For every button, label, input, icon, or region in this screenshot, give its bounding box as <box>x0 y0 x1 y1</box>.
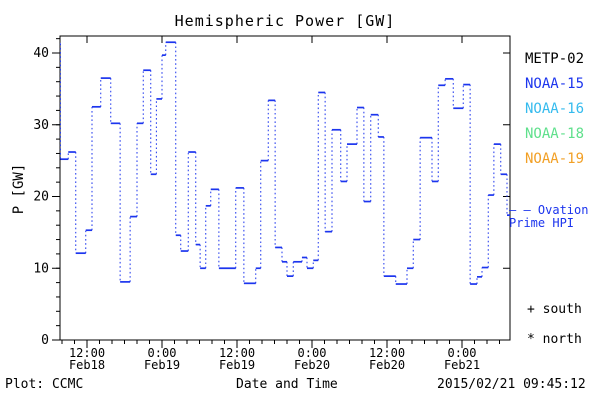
plot-source-label: Plot: CCMC <box>5 377 84 392</box>
tick-labels: 12:00Feb180:00Feb1912:00Feb190:00Feb2012… <box>33 46 480 372</box>
svg-text:Feb18: Feb18 <box>69 358 105 372</box>
svg-text:Feb19: Feb19 <box>219 358 255 372</box>
svg-text:12:00: 12:00 <box>369 346 405 360</box>
legend-item-noaa16: NOAA-16 <box>525 101 585 117</box>
svg-text:20: 20 <box>33 190 49 205</box>
satellite-legend: METP-02 NOAA-15 NOAA-16 NOAA-18 NOAA-19 <box>525 47 584 172</box>
ovation-line2: Prime HPI <box>509 216 575 230</box>
legend-item-noaa19: NOAA-19 <box>525 151 585 167</box>
svg-text:0: 0 <box>41 333 49 348</box>
ovation-line1: — — Ovation <box>509 203 589 217</box>
plot-timestamp: 2015/02/21 09:45:12 <box>437 377 586 392</box>
svg-text:Feb19: Feb19 <box>144 358 180 372</box>
svg-text:12:00: 12:00 <box>219 346 255 360</box>
svg-text:Feb21: Feb21 <box>444 358 480 372</box>
svg-text:10: 10 <box>33 261 49 276</box>
x-axis-label: Date and Time <box>236 377 338 392</box>
y-axis-label: P [GW] <box>11 163 27 215</box>
svg-text:Feb20: Feb20 <box>369 358 405 372</box>
legend-item-noaa18: NOAA-18 <box>525 126 585 142</box>
svg-text:0:00: 0:00 <box>298 346 327 360</box>
hpi-step-line <box>59 41 510 285</box>
svg-text:12:00: 12:00 <box>69 346 105 360</box>
axes <box>52 35 511 348</box>
north-marker-label: * north <box>527 332 582 347</box>
chart-title: Hemispheric Power [GW] <box>174 12 396 30</box>
south-marker-label: + south <box>527 302 582 317</box>
svg-text:30: 30 <box>33 118 49 133</box>
svg-text:40: 40 <box>33 46 49 61</box>
svg-text:0:00: 0:00 <box>448 346 477 360</box>
svg-text:0:00: 0:00 <box>148 346 177 360</box>
svg-text:Feb20: Feb20 <box>294 358 330 372</box>
legend-item-metp02: METP-02 <box>525 51 585 67</box>
legend-item-noaa15: NOAA-15 <box>525 76 585 92</box>
ovation-prime-hpi-label: — — Ovation Prime HPI <box>509 204 588 230</box>
